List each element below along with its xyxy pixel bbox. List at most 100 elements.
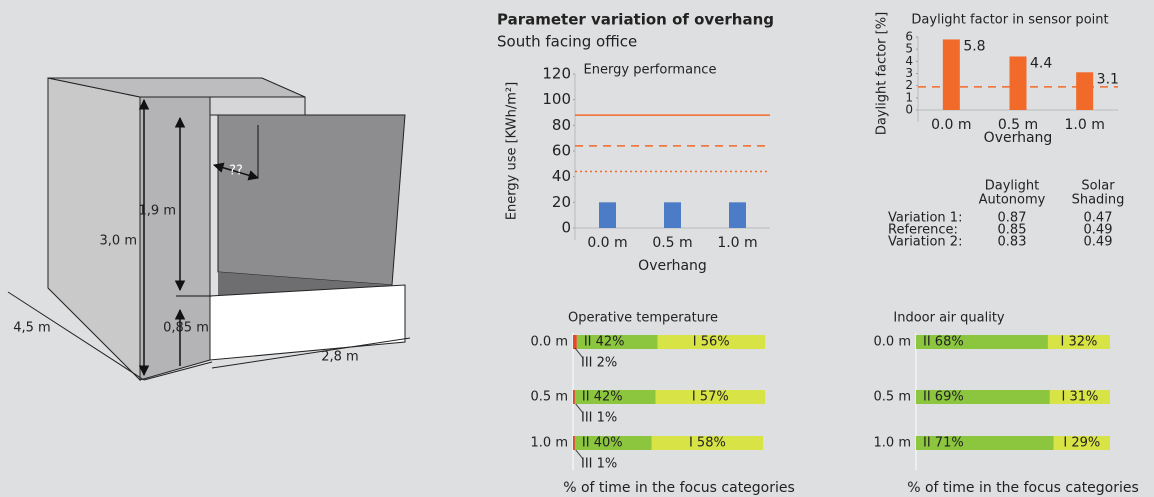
value-label: 5.8 bbox=[963, 38, 985, 54]
dimension-label: ?? bbox=[229, 164, 243, 179]
x-tick-label: 0.5 m bbox=[652, 235, 692, 251]
segment-label: I 29% bbox=[1063, 436, 1100, 451]
x-axis-label: % of time in the focus categories bbox=[907, 480, 1139, 496]
bar bbox=[1076, 72, 1094, 110]
y-tick-label: 60 bbox=[552, 142, 571, 160]
cell: 0.49 bbox=[1084, 235, 1113, 250]
y-tick-label: 100 bbox=[542, 90, 571, 108]
chart-title: Energy performance bbox=[584, 63, 717, 78]
segment-label: I 57% bbox=[692, 390, 729, 405]
bar bbox=[729, 202, 746, 228]
y-axis-label: Energy use [KWh/m²] bbox=[505, 82, 520, 220]
bar-segment bbox=[1047, 335, 1110, 349]
value-label: 3.1 bbox=[1097, 71, 1119, 87]
row-label: Reference: bbox=[888, 223, 958, 238]
bar bbox=[942, 39, 960, 110]
cell: 0.87 bbox=[998, 211, 1027, 226]
page-title: Parameter variation of overhang bbox=[497, 11, 774, 29]
y-tick-label: 6 bbox=[905, 30, 913, 44]
bar-segment bbox=[916, 335, 1048, 349]
bar bbox=[1009, 56, 1027, 110]
bar-segment bbox=[651, 436, 764, 450]
dimension-label: 4,5 m bbox=[13, 321, 50, 336]
y-tick-label: 3 bbox=[905, 66, 913, 80]
office-illustration: 3,0 m 1,9 m 0,85 m 4,5 m 2,8 m ?? bbox=[7, 77, 411, 382]
chart-title: Daylight factor in sensor point bbox=[911, 13, 1108, 28]
x-tick-label: 0.5 m bbox=[998, 117, 1038, 133]
dimension-label: 0,85 m bbox=[163, 321, 209, 336]
cell: 0.85 bbox=[998, 223, 1027, 238]
x-tick-label: 0.0 m bbox=[931, 117, 971, 133]
summary-table: Daylight Autonomy Solar Shading Variatio… bbox=[888, 179, 1124, 250]
column-header: Shading bbox=[1072, 193, 1125, 208]
y-tick-label: 2 bbox=[905, 78, 913, 92]
row-label: Variation 1: bbox=[888, 211, 962, 226]
leader-line bbox=[574, 347, 584, 359]
segment-label: II 42% bbox=[582, 390, 623, 405]
segment-label: II 40% bbox=[582, 436, 623, 451]
row-label: 0.5 m bbox=[874, 390, 911, 405]
bar-segment bbox=[657, 335, 765, 349]
x-tick-label: 1.0 m bbox=[717, 235, 757, 251]
y-tick-label: 5 bbox=[905, 42, 913, 56]
bar bbox=[599, 202, 616, 228]
y-tick-label: 80 bbox=[552, 116, 571, 134]
bar-segment bbox=[916, 390, 1050, 404]
y-tick-label: 40 bbox=[552, 167, 571, 185]
row-label: 1.0 m bbox=[874, 436, 911, 451]
bar-segment bbox=[573, 335, 577, 349]
row-label: 0.0 m bbox=[874, 335, 911, 350]
leader-line bbox=[574, 402, 584, 414]
chart-title: Indoor air quality bbox=[893, 311, 1005, 326]
segment-label: II 69% bbox=[923, 390, 964, 405]
chart-title: Operative temperature bbox=[568, 311, 718, 326]
segment-label: III 2% bbox=[581, 356, 617, 371]
bar-segment bbox=[655, 390, 765, 404]
y-tick-label: 0 bbox=[905, 103, 913, 117]
cell: 0.49 bbox=[1084, 223, 1113, 238]
segment-label: I 32% bbox=[1061, 335, 1098, 350]
segment-label: I 58% bbox=[689, 436, 726, 451]
leader-line bbox=[574, 448, 584, 460]
row-label: 1.0 m bbox=[531, 436, 568, 451]
page-subtitle: South facing office bbox=[497, 33, 637, 51]
segment-label: II 68% bbox=[923, 335, 964, 350]
y-tick-label: 0 bbox=[561, 219, 571, 237]
dimension-label: 3,0 m bbox=[100, 234, 137, 249]
row-label: Variation 2: bbox=[888, 235, 962, 250]
segment-label: II 71% bbox=[923, 436, 964, 451]
row-label: 0.0 m bbox=[531, 335, 568, 350]
dimension-label: 1,9 m bbox=[139, 204, 176, 219]
bar-segment bbox=[573, 390, 575, 404]
y-tick-label: 4 bbox=[905, 54, 913, 68]
column-header: Solar bbox=[1081, 179, 1115, 194]
segment-label: I 56% bbox=[693, 335, 730, 350]
y-tick-label: 1 bbox=[905, 90, 913, 104]
column-header: Autonomy bbox=[979, 193, 1046, 208]
segment-label: II 42% bbox=[584, 335, 625, 350]
x-tick-label: 0.0 m bbox=[587, 235, 627, 251]
value-label: 4.4 bbox=[1030, 55, 1052, 71]
column-header: Daylight bbox=[985, 179, 1039, 194]
bar-segment bbox=[574, 436, 652, 450]
bar-segment bbox=[574, 390, 656, 404]
x-tick-label: 1.0 m bbox=[1064, 117, 1104, 133]
row-label: 0.5 m bbox=[531, 390, 568, 405]
bar-segment bbox=[1049, 390, 1110, 404]
bar-segment bbox=[576, 335, 658, 349]
cell: 0.83 bbox=[998, 235, 1027, 250]
segment-label: I 31% bbox=[1061, 390, 1098, 405]
dimension-label: 2,8 m bbox=[321, 350, 358, 365]
bar bbox=[664, 202, 681, 228]
segment-label: III 1% bbox=[581, 457, 617, 472]
x-axis-label: Overhang bbox=[638, 258, 707, 274]
cell: 0.47 bbox=[1084, 211, 1113, 226]
bar-segment bbox=[916, 436, 1054, 450]
bar-segment bbox=[1053, 436, 1110, 450]
segment-label: III 1% bbox=[581, 411, 617, 426]
bar-segment bbox=[573, 436, 575, 450]
x-axis-label: % of time in the focus categories bbox=[563, 480, 795, 496]
x-axis-label: Overhang bbox=[984, 130, 1053, 146]
y-axis-label: Daylight factor [%] bbox=[875, 12, 890, 135]
